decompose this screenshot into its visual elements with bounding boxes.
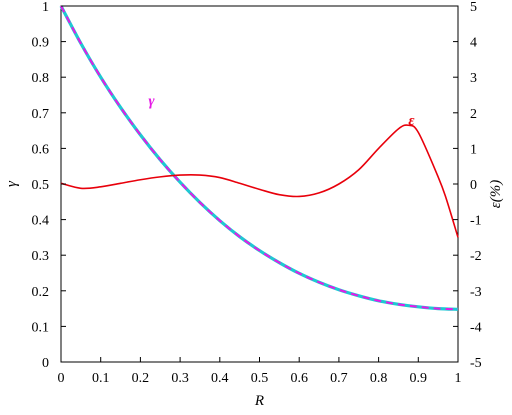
y-right-tick-label: -2 <box>470 249 482 264</box>
y-left-tick-label: 0.4 <box>32 214 50 229</box>
y-right-tick-label: 3 <box>470 71 477 86</box>
x-tick-label: 0 <box>58 371 65 386</box>
y-right-tick-label: 1 <box>470 142 477 157</box>
epsilon-annotation: ε <box>408 113 415 129</box>
series-0-line <box>59 5 459 311</box>
x-tick-label: 0.9 <box>410 371 428 386</box>
x-tick-label: 0.7 <box>330 371 348 386</box>
y-right-tick-label: -3 <box>470 285 482 300</box>
y-left-tick-label: 0.5 <box>32 178 50 193</box>
y-left-tick-label: 0 <box>42 356 49 371</box>
x-tick-label: 1 <box>455 371 462 386</box>
x-tick-label: 0.3 <box>171 371 189 386</box>
x-tick-label: 0.6 <box>290 371 308 386</box>
x-tick-label: 0.8 <box>370 371 388 386</box>
x-tick-label: 0.4 <box>211 371 229 386</box>
chart-marks <box>59 5 459 311</box>
x-tick-label: 0.2 <box>132 371 150 386</box>
x-tick-label: 0.1 <box>92 371 110 386</box>
y-right-tick-label: -5 <box>470 356 482 371</box>
y-left-axis-title: γ <box>4 180 20 187</box>
gamma-annotation: γ <box>148 94 155 110</box>
y-right-tick-label: 5 <box>470 0 477 15</box>
y-left-tick-label: 0.1 <box>32 320 50 335</box>
series-0-dashed-overlay <box>60 5 459 311</box>
y-left-tick-label: 1 <box>42 0 49 15</box>
x-axis-title: R <box>254 393 264 409</box>
x-tick-label: 0.5 <box>251 371 269 386</box>
y-right-tick-label: 2 <box>470 107 477 122</box>
y-left-tick-label: 0.9 <box>32 36 50 51</box>
y-right-tick-label: 0 <box>470 178 477 193</box>
y-left-tick-label: 0.6 <box>32 142 50 157</box>
y-left-tick-label: 0.7 <box>32 107 50 122</box>
y-left-tick-label: 0.8 <box>32 71 50 86</box>
y-right-tick-label: -1 <box>470 214 482 229</box>
y-left-tick-label: 0.2 <box>32 285 50 300</box>
y-right-axis-title: ε(%) <box>488 180 504 208</box>
y-left-tick-label: 0.3 <box>32 249 50 264</box>
series-1-line <box>60 124 459 238</box>
y-right-tick-label: 4 <box>470 36 477 51</box>
y-right-tick-label: -4 <box>470 320 482 335</box>
tick-labels: 0 0.1 0.2 0.3 0.4 0.5 0.6 0.7 0.8 0.9 1 0 0.1 0.2 0.3 0… <box>32 0 482 386</box>
